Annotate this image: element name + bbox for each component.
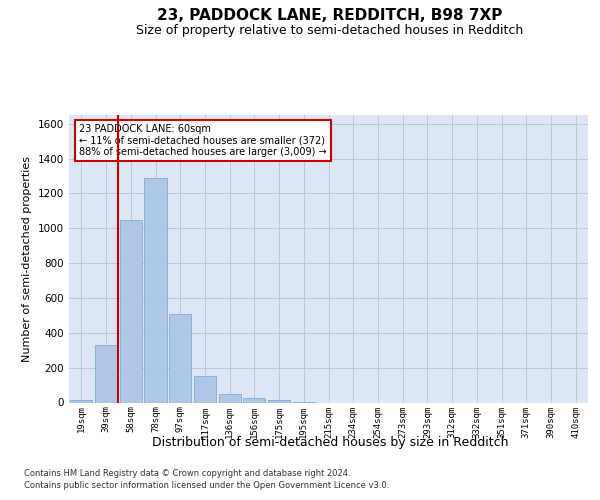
Bar xyxy=(268,400,290,402)
Y-axis label: Number of semi-detached properties: Number of semi-detached properties xyxy=(22,156,32,362)
Text: 23, PADDOCK LANE, REDDITCH, B98 7XP: 23, PADDOCK LANE, REDDITCH, B98 7XP xyxy=(157,8,503,22)
Text: 23 PADDOCK LANE: 60sqm
← 11% of semi-detached houses are smaller (372)
88% of se: 23 PADDOCK LANE: 60sqm ← 11% of semi-det… xyxy=(79,124,327,157)
Text: Distribution of semi-detached houses by size in Redditch: Distribution of semi-detached houses by … xyxy=(152,436,508,449)
Text: Contains public sector information licensed under the Open Government Licence v3: Contains public sector information licen… xyxy=(24,482,389,490)
Text: Contains HM Land Registry data © Crown copyright and database right 2024.: Contains HM Land Registry data © Crown c… xyxy=(24,470,350,478)
Bar xyxy=(145,178,167,402)
Bar xyxy=(95,345,117,403)
Bar xyxy=(218,394,241,402)
Bar xyxy=(119,220,142,402)
Text: Size of property relative to semi-detached houses in Redditch: Size of property relative to semi-detach… xyxy=(136,24,524,37)
Bar xyxy=(169,314,191,402)
Bar xyxy=(194,376,216,402)
Bar xyxy=(70,400,92,402)
Bar xyxy=(243,398,265,402)
